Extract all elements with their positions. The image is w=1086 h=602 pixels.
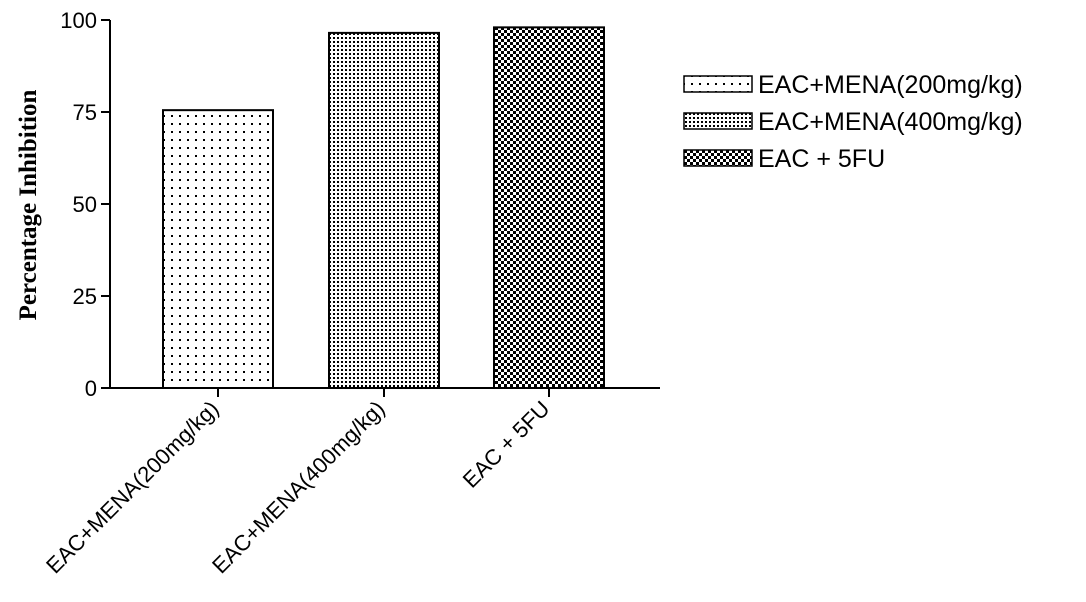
y-tick-label: 100	[60, 8, 97, 33]
y-ticks: 0 25 50 75 100	[60, 8, 110, 401]
legend-swatch	[683, 149, 753, 167]
legend-swatch	[683, 75, 753, 93]
x-ticks: EAC+MENA(200mg/kg)EAC+MENA(400mg/kg) EAC …	[41, 388, 555, 578]
y-tick-label: 50	[73, 192, 97, 217]
x-tick-label: EAC+MENA(200mg/kg)	[41, 396, 223, 578]
bar	[493, 26, 605, 390]
bar	[328, 31, 440, 389]
bars	[162, 26, 605, 390]
legend-label: EAC+MENA(200mg/kg)	[758, 71, 1023, 99]
legend-label: EAC+MENA(400mg/kg)	[758, 108, 1023, 136]
y-axis-label: Percentage Inhibition	[15, 90, 42, 321]
x-tick-label: EAC + 5FU	[458, 396, 555, 493]
bar	[162, 109, 274, 389]
y-tick-label: 75	[73, 100, 97, 125]
legend-swatch	[683, 112, 753, 130]
y-tick-label: 25	[73, 284, 97, 309]
x-tick-label: EAC+MENA(400mg/kg)	[207, 396, 389, 578]
legend: EAC+MENA(200mg/kg) EAC+MENA(400mg/kg) EAC …	[683, 71, 1023, 173]
y-tick-label: 0	[85, 376, 97, 401]
legend-label: EAC + 5FU	[758, 145, 885, 173]
